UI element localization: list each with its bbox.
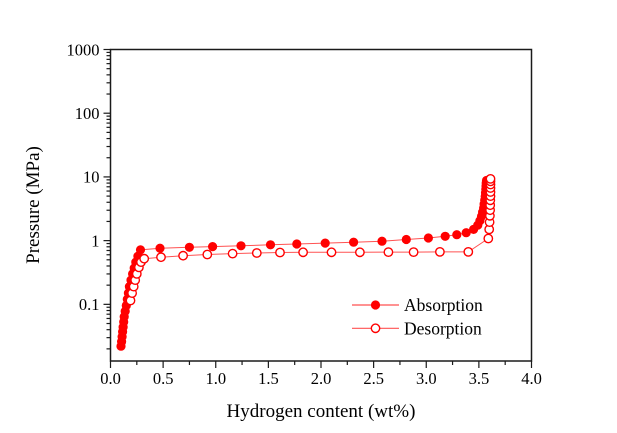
open-circle-marker — [434, 246, 445, 257]
filled-circle-marker — [236, 241, 246, 251]
legend: Absorption Desorption — [352, 295, 483, 338]
open-circle-marker — [326, 247, 337, 258]
filled-circle-marker — [155, 243, 165, 253]
filled-circle-marker — [348, 237, 359, 247]
x-tick-labels: 0.0 0.5 1.0 1.5 2.0 2.5 3.0 3.5 4.0 — [100, 369, 542, 388]
y-tick-labels: 1000 100 10 1 0.1 — [67, 40, 100, 314]
x-tick-label: 3.5 — [469, 369, 490, 388]
x-tick-label: 1.0 — [205, 369, 226, 388]
legend-item-desorption: Desorption — [352, 318, 482, 338]
open-circle-marker — [202, 249, 213, 260]
legend-label: Absorption — [404, 295, 483, 315]
legend-item-absorption: Absorption — [352, 295, 483, 315]
open-circle-legend-marker — [370, 323, 381, 334]
filled-circle-marker — [440, 231, 450, 241]
x-tick-label: 3.0 — [416, 369, 437, 388]
y-tick-label: 1 — [91, 231, 99, 250]
filled-circle-marker — [423, 233, 433, 243]
open-circle-marker — [383, 247, 394, 258]
x-tick-label: 0.5 — [153, 369, 174, 388]
open-circle-marker — [483, 233, 494, 244]
x-tick-label: 2.0 — [311, 369, 332, 388]
filled-circle-marker — [292, 239, 302, 249]
filled-circle-legend-marker — [370, 300, 381, 310]
open-circle-marker — [275, 247, 285, 258]
filled-circle-marker — [377, 236, 387, 246]
x-tick-label: 2.5 — [363, 369, 384, 388]
open-circle-marker — [485, 173, 496, 184]
desorption-series — [125, 173, 496, 306]
open-circle-marker — [156, 252, 166, 263]
open-circle-marker — [139, 253, 150, 264]
filled-circle-marker — [184, 242, 194, 252]
plot-frame — [109, 48, 533, 362]
filled-circle-marker — [135, 245, 146, 255]
open-circle-marker — [463, 246, 474, 257]
x-axis-ticks — [109, 361, 533, 368]
filled-circle-marker — [265, 240, 276, 250]
x-tick-label: 4.0 — [521, 369, 542, 388]
open-circle-marker — [178, 250, 189, 261]
open-circle-marker — [251, 248, 262, 258]
open-circle-marker — [354, 247, 365, 258]
open-circle-marker — [408, 247, 419, 258]
open-circle-marker — [298, 247, 308, 258]
filled-circle-marker — [401, 234, 411, 245]
x-axis-title: Hydrogen content (wt%) — [227, 401, 416, 422]
y-tick-label: 10 — [83, 168, 100, 187]
filled-circle-marker — [320, 238, 330, 248]
filled-circle-marker — [208, 242, 218, 252]
x-tick-label: 1.5 — [258, 369, 279, 388]
filled-circle-marker — [452, 230, 462, 240]
y-tick-label: 100 — [75, 104, 100, 123]
legend-label: Desorption — [404, 318, 482, 338]
y-tick-label: 1000 — [67, 40, 100, 59]
y-tick-label: 0.1 — [79, 295, 100, 314]
y-axis-title: Pressure (MPa) — [23, 146, 44, 264]
open-circle-marker — [227, 248, 238, 259]
x-tick-label: 0.0 — [100, 369, 121, 388]
